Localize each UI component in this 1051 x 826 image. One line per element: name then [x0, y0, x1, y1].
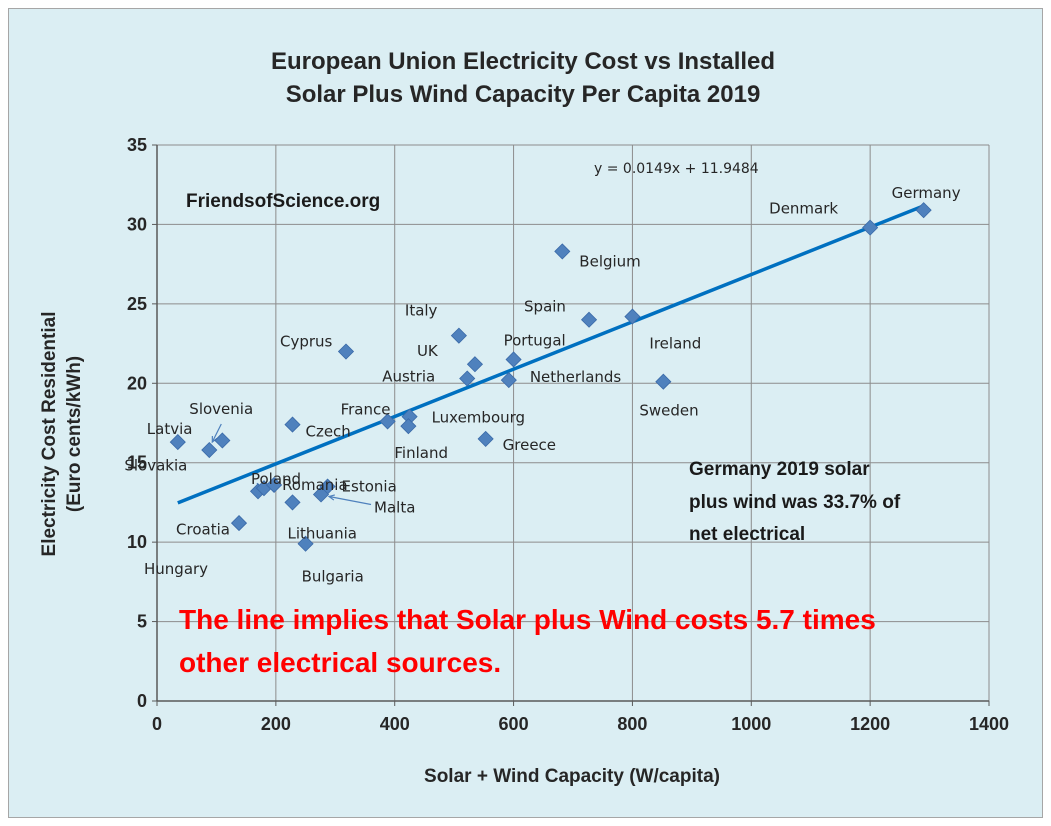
label-sweden: Sweden	[639, 402, 698, 420]
germany-note-line-2: plus wind was 33.7% of	[689, 492, 901, 513]
point-denmark	[862, 219, 879, 236]
y-axis-title-line-1: Electricity Cost Residential	[39, 312, 60, 557]
x-tick-label: 600	[499, 714, 529, 734]
x-tick-label: 1400	[969, 714, 1009, 734]
x-axis-title: Solar + Wind Capacity (W/capita)	[424, 766, 720, 787]
gridlines	[157, 144, 990, 701]
label-finland: Finland	[394, 444, 448, 462]
label-hungary: Hungary	[144, 560, 208, 578]
point-malta	[312, 486, 330, 503]
label-france: France	[341, 400, 391, 418]
trendline-equation: y = 0.0149x + 11.9484	[594, 161, 759, 177]
chart-frame: European Union Electricity Cost vs Insta…	[8, 8, 1043, 818]
point-latvia	[169, 433, 186, 451]
point-austria	[459, 370, 476, 387]
source-label: FriendsofScience.org	[186, 191, 380, 212]
tick-labels: 0 200 400 600 800 1000 1200 1400 0 5 10 15 20 25 30 35	[127, 135, 1009, 734]
point-italy	[450, 327, 467, 344]
x-tick-label: 1200	[850, 714, 890, 734]
label-slovakia: Slovakia	[124, 456, 187, 474]
label-portugal: Portugal	[504, 331, 566, 349]
y-tick-label: 10	[127, 532, 147, 552]
y-tick-label: 25	[127, 294, 147, 314]
label-uk: UK	[417, 342, 439, 360]
point-spain	[580, 311, 598, 328]
point-bulgaria	[297, 535, 314, 552]
x-tick-label: 200	[261, 714, 291, 734]
x-tick-label: 400	[380, 714, 410, 734]
leader-arrowhead-malta	[327, 494, 335, 501]
point-france	[379, 413, 396, 430]
germany-note-line-1: Germany 2019 solar	[689, 459, 870, 480]
label-italy: Italy	[405, 302, 438, 320]
label-spain: Spain	[524, 298, 566, 316]
point-ireland	[624, 308, 641, 325]
label-denmark: Denmark	[769, 200, 838, 218]
label-austria: Austria	[382, 368, 435, 386]
germany-note-line-3: net electrical	[689, 524, 805, 545]
red-note-line-1: The line implies that Solar plus Wind co…	[179, 604, 876, 635]
y-tick-label: 30	[127, 214, 147, 234]
label-bulgaria: Bulgaria	[302, 568, 364, 586]
label-slovenia: Slovenia	[189, 400, 253, 418]
data-labels: Latvia Slovenia Slovakia Croatia PolandRoman…	[124, 184, 960, 586]
data-points	[169, 202, 932, 552]
y-tick-label: 20	[127, 373, 147, 393]
point-lithuania	[284, 494, 301, 511]
label-latvia: Latvia	[147, 420, 193, 438]
label-netherlands: Netherlands	[530, 368, 622, 386]
point-hungary	[230, 515, 248, 532]
label-czech: Czech	[305, 423, 350, 441]
leader-line-slovenia	[211, 423, 222, 443]
label-malta: Malta	[374, 498, 415, 516]
y-axis-title-line-2: (Euro cents/kWh)	[64, 356, 85, 512]
y-tick-label: 35	[127, 135, 147, 155]
y-tick-label: 15	[127, 453, 147, 473]
axes	[156, 145, 989, 702]
point-slovenia	[201, 441, 218, 459]
label-estonia: Estonia	[342, 478, 397, 496]
point-netherlands	[500, 372, 517, 389]
label-poland: Poland	[251, 470, 301, 488]
trendline	[177, 204, 925, 505]
x-tick-label: 800	[617, 714, 647, 734]
x-tick-label: 1000	[731, 714, 771, 734]
scatter-chart: European Union Electricity Cost vs Insta…	[39, 48, 1009, 787]
label-greece: Greece	[503, 436, 556, 454]
point-romania	[266, 476, 283, 494]
label-lithuania: Lithuania	[287, 524, 356, 542]
label-romania: Romania	[282, 476, 348, 494]
point-czech	[284, 416, 301, 433]
label-belgium: Belgium	[579, 252, 641, 270]
point-cyprus	[337, 343, 355, 360]
leader-line-malta	[328, 495, 372, 506]
red-note-line-2: other electrical sources.	[179, 647, 501, 678]
label-germany: Germany	[892, 184, 961, 202]
point-uk	[466, 356, 484, 373]
y-tick-label: 5	[137, 612, 147, 632]
y-tick-label: 0	[137, 691, 147, 711]
point-portugal	[505, 351, 522, 368]
point-germany	[915, 202, 932, 219]
point-sweden	[655, 373, 672, 390]
label-luxembourg: Luxembourg	[432, 409, 525, 427]
point-finland	[400, 418, 417, 435]
point-slovakia	[214, 432, 231, 449]
label-ireland: Ireland	[649, 335, 701, 353]
label-cyprus: Cyprus	[280, 333, 333, 351]
x-tick-label: 0	[152, 714, 162, 734]
chart-title-line-1: European Union Electricity Cost vs Insta…	[271, 48, 775, 75]
point-belgium	[554, 243, 571, 260]
label-croatia: Croatia	[176, 520, 230, 538]
point-greece	[477, 430, 494, 447]
chart-title-line-2: Solar Plus Wind Capacity Per Capita 2019	[286, 81, 761, 108]
